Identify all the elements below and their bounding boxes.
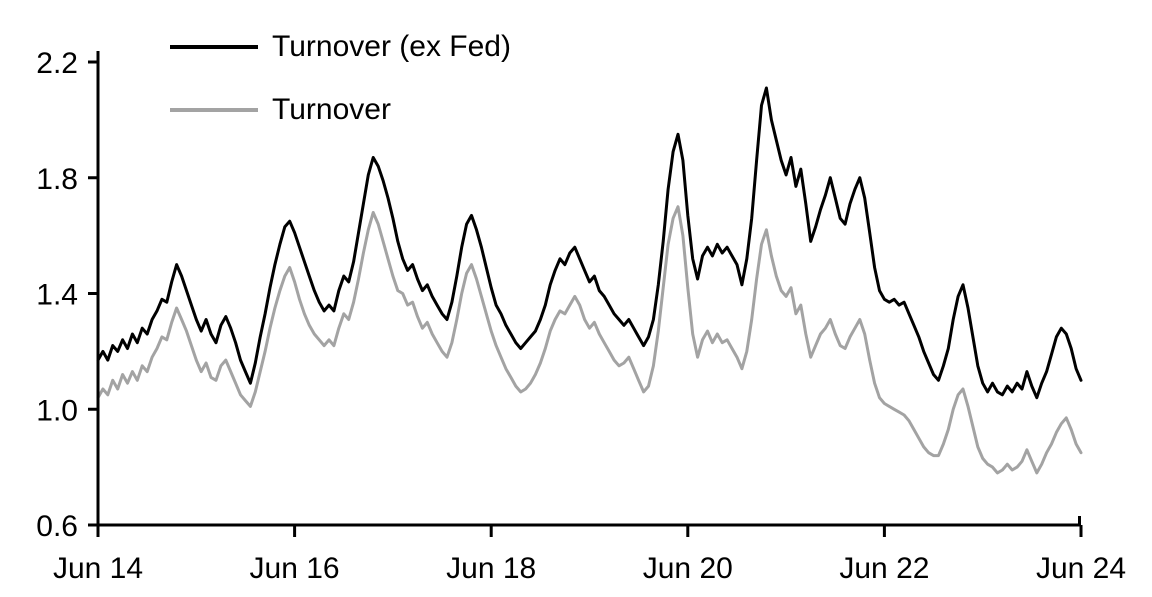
x-tick-label: Jun 22 (839, 552, 929, 585)
series-line-turnover (96, 205, 1083, 475)
x-tick-label: Jun 20 (643, 552, 733, 585)
legend-label-turnover: Turnover (272, 93, 391, 126)
legend-item-turnover-ex-fed: Turnover (ex Fed) (170, 29, 511, 65)
legend-item-turnover: Turnover (170, 92, 391, 128)
legend-line-gray-icon (170, 108, 258, 112)
y-tick-label: 1.0 (36, 394, 78, 427)
legend-label-turnover-ex-fed: Turnover (ex Fed) (272, 30, 511, 63)
x-tick-label: Jun 18 (446, 552, 536, 585)
y-tick-label: 0.6 (36, 510, 78, 543)
legend-line-black-icon (170, 45, 258, 49)
x-tick-label: Jun 14 (53, 552, 143, 585)
series-line-turnover-ex-fed (96, 86, 1083, 400)
y-tick-label: 1.4 (36, 279, 78, 312)
x-tick-label: Jun 24 (1036, 552, 1126, 585)
x-tick-label: Jun 16 (250, 552, 340, 585)
y-tick-label: 2.2 (36, 47, 78, 80)
y-tick-label: 1.8 (36, 163, 78, 196)
